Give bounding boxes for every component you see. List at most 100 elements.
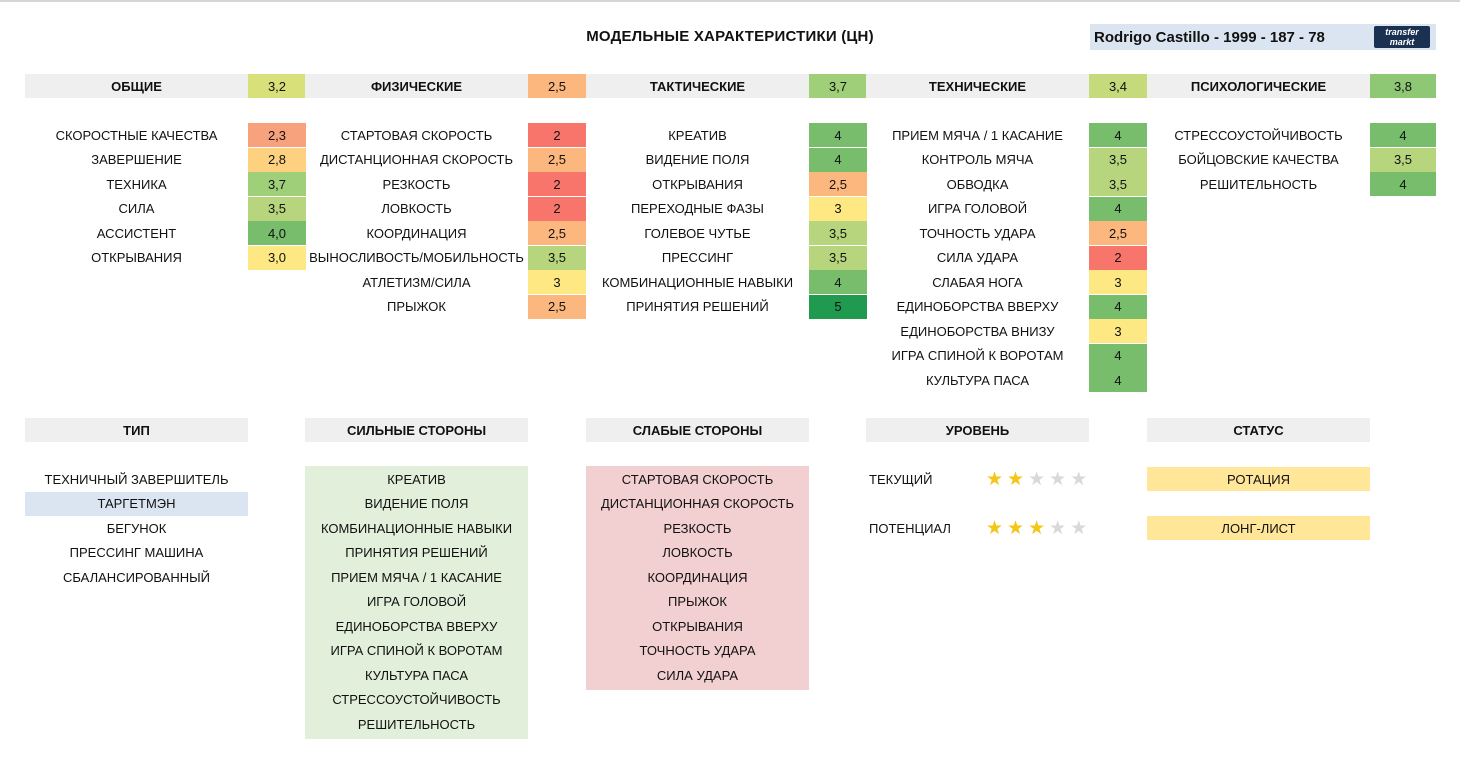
strength-item: ЕДИНОБОРСТВА ВВЕРХУ <box>335 618 498 634</box>
attribute-value: 2,5 <box>1089 221 1147 245</box>
star-empty-icon: ★ <box>1049 468 1067 490</box>
attribute-label: ПЕРЕХОДНЫЕ ФАЗЫ <box>631 201 764 216</box>
type-item: БЕГУНОК <box>106 520 167 536</box>
weakness-item: ПРЫЖОК <box>668 594 727 610</box>
weakness-item: КООРДИНАЦИЯ <box>647 569 748 585</box>
strength-item: ВИДЕНИЕ ПОЛЯ <box>364 496 469 512</box>
attribute-label: АССИСТЕНТ <box>96 225 177 241</box>
type-list: ТЕХНИЧНЫЙ ЗАВЕРШИТЕЛЬ ТАРГЕТМЭН БЕГУНОК ПРЕ… <box>25 466 248 590</box>
attribute-label: РЕЗКОСТЬ <box>382 176 451 192</box>
weakness-item: СТАРТОВАЯ СКОРОСТЬ <box>621 471 774 487</box>
weaknesses-list: СТАРТОВАЯ СКОРОСТЬ ДИСТАНЦИОННАЯ СКОРОСТЬ… <box>586 466 809 690</box>
weakness-item: ЛОВКОСТЬ <box>662 545 733 561</box>
type-item: ПРЕССИНГ МАШИНА <box>69 545 204 561</box>
attribute-label: КОНТРОЛЬ МЯЧА <box>921 152 1034 167</box>
attribute-label: ЛОВКОСТЬ <box>381 201 452 216</box>
star-empty-icon: ★ <box>1028 468 1046 490</box>
star-filled-icon: ★ <box>986 517 1004 539</box>
page-title: МОДЕЛЬНЫЕ ХАРАКТЕРИСТИКИ (ЦН) <box>586 28 874 45</box>
attribute-value: 3,5 <box>1089 147 1147 172</box>
attribute-value: 3 <box>528 270 586 294</box>
category-header: ПСИХОЛОГИЧЕСКИЕ <box>1147 74 1370 98</box>
category-score: 3,4 <box>1089 74 1147 98</box>
attribute-value: 4 <box>809 123 867 147</box>
attribute-label: ОТКРЫВАНИЯ <box>652 176 743 192</box>
category-score: 3,2 <box>248 74 306 98</box>
attribute-label: ПРЕССИНГ <box>661 250 734 265</box>
attribute-label: АТЛЕТИЗМ/СИЛА <box>362 274 471 290</box>
category-score: 3,7 <box>809 74 867 98</box>
attribute-value: 2,5 <box>528 294 586 319</box>
weakness-item: ДИСТАНЦИОННАЯ СКОРОСТЬ <box>600 496 795 512</box>
category-score: 2,5 <box>528 74 586 98</box>
attribute-value: 4 <box>1089 123 1147 147</box>
attribute-label: ЗАВЕРШЕНИЕ <box>91 152 182 167</box>
attribute-value: 3,5 <box>1370 147 1436 172</box>
attribute-value: 2,5 <box>528 221 586 245</box>
star-empty-icon: ★ <box>1070 517 1088 539</box>
top-divider <box>0 0 1460 2</box>
level-header: УРОВЕНЬ <box>866 418 1089 442</box>
attribute-label: КОМБИНАЦИОННЫЕ НАВЫКИ <box>601 274 794 290</box>
attribute-label: ВЫНОСЛИВОСТЬ/МОБИЛЬНОСТЬ <box>309 250 524 265</box>
attribute-value: 4 <box>1089 368 1147 392</box>
weakness-item: ОТКРЫВАНИЯ <box>652 618 743 634</box>
attribute-label: ПРЫЖОК <box>387 299 446 314</box>
category-header: ТЕХНИЧЕСКИЕ <box>866 74 1089 98</box>
type-item-selected: ТАРГЕТМЭН <box>25 491 248 516</box>
strength-item: СТРЕССОУСТОЙЧИВОСТЬ <box>332 692 501 708</box>
attribute-label: СТАРТОВАЯ СКОРОСТЬ <box>340 127 493 143</box>
attribute-value: 4 <box>1089 294 1147 319</box>
player-info: Rodrigo Castillo - 1999 - 187 - 78 trans… <box>1090 24 1436 50</box>
attribute-value: 2,5 <box>809 172 867 196</box>
attribute-label: ТЕХНИКА <box>106 176 167 192</box>
attribute-value: 2 <box>1089 245 1147 270</box>
attribute-label: КУЛЬТУРА ПАСА <box>925 372 1030 388</box>
attribute-value: 5 <box>809 294 867 319</box>
star-filled-icon: ★ <box>986 468 1004 490</box>
attribute-value: 3,5 <box>248 196 306 221</box>
attribute-label: СТРЕССОУСТОЙЧИВОСТЬ <box>1174 127 1343 143</box>
status-badge-longlist: ЛОНГ-ЛИСТ <box>1147 516 1370 540</box>
attribute-label: БОЙЦОВСКИЕ КАЧЕСТВА <box>1178 152 1339 167</box>
attribute-value: 3 <box>809 196 867 221</box>
attribute-label: ГОЛЕВОЕ ЧУТЬЕ <box>644 225 751 241</box>
attribute-label: ЕДИНОБОРСТВА ВВЕРХУ <box>896 299 1059 314</box>
weakness-item: ТОЧНОСТЬ УДАРА <box>639 643 756 659</box>
attribute-value: 4 <box>1089 343 1147 368</box>
strength-item: КОМБИНАЦИОННЫЕ НАВЫКИ <box>320 520 513 536</box>
attribute-value: 4 <box>809 147 867 172</box>
attribute-value: 3 <box>1089 270 1147 294</box>
attribute-label: ОБВОДКА <box>946 176 1009 192</box>
attribute-value: 2,8 <box>248 147 306 172</box>
transfermarkt-logo[interactable]: transfer markt <box>1374 26 1430 48</box>
attribute-value: 4 <box>1370 123 1436 147</box>
attribute-label: КРЕАТИВ <box>668 127 727 143</box>
strength-item: ПРИНЯТИЯ РЕШЕНИЙ <box>345 545 488 561</box>
attribute-label: ЕДИНОБОРСТВА ВНИЗУ <box>900 323 1055 339</box>
attribute-label: СКОРОСТНЫЕ КАЧЕСТВА <box>55 127 218 143</box>
weaknesses-header: СЛАБЫЕ СТОРОНЫ <box>586 418 809 442</box>
type-item: СБАЛАНСИРОВАННЫЙ <box>63 569 210 585</box>
attribute-label: ВИДЕНИЕ ПОЛЯ <box>645 152 750 167</box>
attribute-value: 3,5 <box>809 245 867 270</box>
star-filled-icon: ★ <box>1007 468 1025 490</box>
star-filled-icon: ★ <box>1007 517 1025 539</box>
category-header: ОБЩИЕ <box>25 74 248 98</box>
strengths-list: КРЕАТИВ ВИДЕНИЕ ПОЛЯ КОМБИНАЦИОННЫЕ НАВЫКИ… <box>305 466 528 739</box>
type-item: ТЕХНИЧНЫЙ ЗАВЕРШИТЕЛЬ <box>44 471 229 487</box>
strength-item: ПРИЕМ МЯЧА / 1 КАСАНИЕ <box>331 569 502 585</box>
attribute-value: 4,0 <box>248 221 306 245</box>
attribute-value: 2,5 <box>528 147 586 172</box>
level-current-label: ТЕКУЩИЙ <box>869 471 933 487</box>
weakness-item: СИЛА УДАРА <box>656 667 739 683</box>
attribute-label: КООРДИНАЦИЯ <box>366 225 467 241</box>
strength-item: ИГРА СПИНОЙ К ВОРОТАМ <box>330 643 503 659</box>
attribute-value: 4 <box>809 270 867 294</box>
level-potential-stars: ★ ★ ★ ★ ★ <box>986 516 1087 540</box>
attribute-label: ИГРА СПИНОЙ К ВОРОТАМ <box>891 348 1064 363</box>
star-empty-icon: ★ <box>1049 517 1067 539</box>
star-empty-icon: ★ <box>1070 468 1088 490</box>
attribute-value: 2,3 <box>248 123 306 147</box>
strengths-header: СИЛЬНЫЕ СТОРОНЫ <box>305 418 528 442</box>
